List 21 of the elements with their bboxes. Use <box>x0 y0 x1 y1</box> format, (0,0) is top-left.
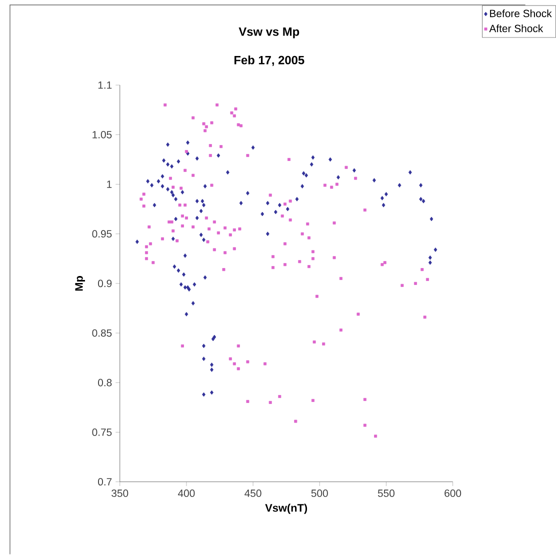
x-axis-title: Vsw(nT) <box>265 504 308 514</box>
y-tick-label: 0.7 <box>98 478 112 486</box>
chart-title: Vsw vs Mp <box>238 28 300 38</box>
chart-subtitle: Feb 17, 2005 <box>234 56 304 66</box>
x-tick-label: 450 <box>244 490 262 498</box>
y-tick-label: 1.1 <box>98 82 112 89</box>
x-tick-label: 500 <box>311 490 328 498</box>
y-tick-label: 0.85 <box>92 330 112 337</box>
x-tick-label: 550 <box>378 490 394 498</box>
x-tick-label: 400 <box>178 490 195 498</box>
y-tick-label: 0.95 <box>92 230 112 238</box>
y-tick-label: 1 <box>107 180 112 188</box>
y-tick-label: 0.75 <box>92 428 112 436</box>
y-tick-label: 0.9 <box>98 280 112 288</box>
y-axis-title: Mp <box>75 276 85 291</box>
legend-label: Before Shock <box>490 10 552 18</box>
x-tick-label: 600 <box>444 490 462 498</box>
legend-label: After Shock <box>489 24 544 32</box>
x-tick-label: 350 <box>112 490 128 498</box>
y-tick-label: 0.8 <box>98 379 112 387</box>
y-tick-label: 1.05 <box>92 131 112 139</box>
